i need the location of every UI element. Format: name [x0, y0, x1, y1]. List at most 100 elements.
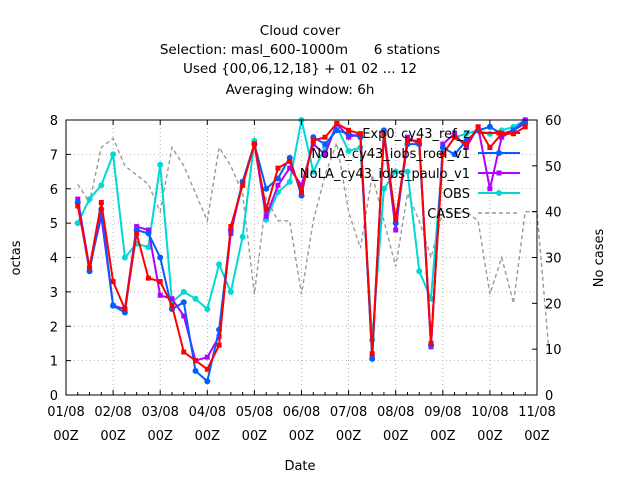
y-tick-label: 4: [50, 252, 58, 267]
data-point: [287, 158, 293, 164]
data-point: [369, 355, 376, 362]
data-point: [169, 303, 175, 309]
title-line-2: Selection: masl_600-1000m 6 stations: [160, 42, 440, 58]
chart-title: Cloud cover Selection: masl_600-1000m 6 …: [160, 23, 440, 98]
data-point: [204, 366, 210, 372]
data-point: [75, 196, 81, 202]
data-point: [74, 220, 81, 227]
y-tick-label: 8: [50, 114, 58, 129]
data-point: [263, 185, 270, 192]
data-point: [334, 120, 340, 126]
data-point: [169, 296, 175, 302]
x-tick-label-hour: 00Z: [430, 429, 456, 444]
y2-tick-label: 60: [545, 114, 562, 129]
data-point: [452, 131, 458, 137]
data-point: [157, 292, 163, 298]
y2-tick-label: 40: [545, 206, 562, 221]
legend-item: NoLA_cy43_iobs_paulo_v1: [300, 167, 520, 182]
data-point: [522, 124, 528, 130]
title-line-4: Averaging window: 6h: [226, 82, 375, 98]
data-point: [275, 182, 281, 188]
data-point: [310, 138, 316, 144]
series-line: [77, 137, 550, 350]
y2-tick-label: 10: [545, 343, 562, 358]
data-point: [180, 299, 187, 306]
x-tick-label-hour: 00Z: [53, 429, 79, 444]
legend: Exp0_cy43_ref_z NoLA_cy43_iobs_roel_v1 NoL…: [300, 127, 520, 222]
legend-marker: [496, 170, 502, 176]
data-point: [110, 302, 117, 309]
data-point: [322, 141, 329, 148]
data-point: [240, 182, 246, 188]
data-point: [204, 378, 211, 385]
data-point: [345, 147, 352, 154]
data-point: [439, 144, 446, 151]
data-point: [263, 213, 269, 219]
data-point: [87, 265, 93, 271]
data-point: [75, 203, 81, 209]
data-point: [216, 261, 223, 268]
x-tick-label-date: 01/08: [47, 405, 84, 420]
legend-marker: [496, 150, 502, 156]
data-point: [475, 124, 481, 130]
x-tick-label-date: 07/08: [330, 405, 367, 420]
data-point: [381, 131, 387, 137]
data-point: [286, 178, 293, 185]
legend-label: NoLA_cy43_iobs_roel_v1: [311, 147, 470, 162]
data-point: [145, 227, 151, 233]
data-point: [134, 224, 140, 230]
data-point: [357, 131, 363, 137]
data-point: [251, 141, 257, 147]
data-point: [98, 200, 104, 205]
y-tick-label: 2: [50, 320, 58, 335]
data-point: [299, 189, 304, 195]
data-point: [134, 230, 140, 236]
data-point: [228, 224, 234, 230]
data-point: [486, 123, 493, 130]
data-point: [86, 196, 93, 203]
data-point: [393, 217, 399, 223]
data-point: [110, 151, 117, 158]
data-point: [263, 206, 269, 212]
x-tick-label-hour: 00Z: [242, 429, 268, 444]
x-tick-label-date: 11/08: [518, 405, 555, 420]
x-tick-label-hour: 00Z: [383, 429, 409, 444]
x-tick-label-date: 05/08: [236, 405, 273, 420]
data-point: [204, 306, 211, 313]
data-point: [181, 349, 187, 355]
data-point: [98, 182, 105, 189]
x-tick-label-hour: 00Z: [477, 429, 503, 444]
data-point: [369, 351, 375, 357]
legend-marker: [496, 130, 502, 136]
data-point: [440, 151, 446, 157]
data-point: [392, 168, 399, 175]
legend-item: OBS: [443, 187, 520, 202]
x-tick-label-date: 03/08: [141, 405, 178, 420]
data-point: [404, 138, 410, 144]
data-point: [310, 168, 317, 175]
legend-item: CASES: [427, 207, 520, 222]
x-tick-label-hour: 00Z: [524, 429, 550, 444]
data-point: [121, 254, 128, 261]
legend-marker: [496, 190, 502, 196]
legend-label: CASES: [427, 207, 470, 222]
data-point: [416, 268, 423, 275]
data-point: [275, 165, 281, 171]
x-axis-label: Date: [284, 459, 315, 474]
data-point: [181, 313, 187, 319]
data-point: [487, 186, 493, 192]
x-tick-label-date: 06/08: [283, 405, 320, 420]
data-point: [192, 367, 199, 374]
data-point: [404, 168, 411, 175]
x-tick-label-hour: 00Z: [289, 429, 315, 444]
y-tick-label: 5: [50, 217, 58, 232]
series-layer: [74, 117, 550, 385]
data-point: [299, 182, 304, 188]
y-tick-label: 0: [50, 389, 58, 404]
data-point: [227, 288, 234, 295]
y2-tick-label: 30: [545, 252, 562, 267]
data-point: [322, 151, 328, 157]
legend-item: Exp0_cy43_ref_z: [362, 127, 520, 142]
title-line-1: Cloud cover: [260, 23, 341, 39]
